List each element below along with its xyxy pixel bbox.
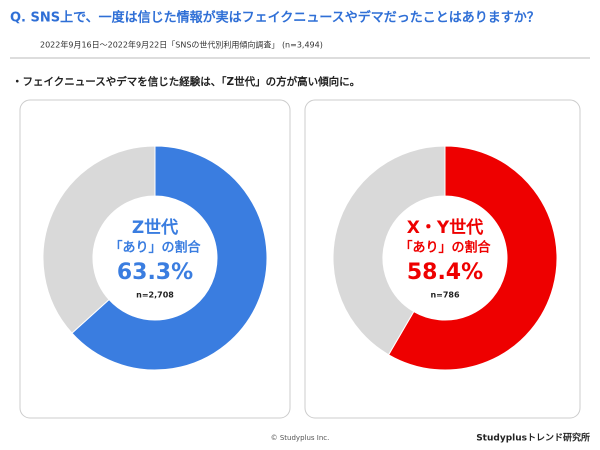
donut-segment — [71, 145, 268, 371]
donut-segment — [332, 145, 446, 356]
n-label: n=2,708 — [136, 291, 174, 300]
copyright: © Studyplus Inc. — [271, 434, 330, 442]
donut-segment — [42, 145, 156, 334]
value-label: 58.4% — [407, 260, 483, 285]
brand: Studyplusトレンド研究所 — [476, 432, 590, 444]
title: Q. SNS上で、一度は信じた情報が実はフェイクニュースやデマだったことはありま… — [10, 10, 540, 26]
note: ・フェイクニュースやデマを信じた経験は、「Z世代」の方が高い傾向に。 — [12, 75, 360, 88]
center-title: Z世代 — [132, 217, 178, 238]
center-subtitle: 「あり」の割合 — [109, 240, 201, 256]
center-title: X・Y世代 — [407, 217, 483, 238]
center-subtitle: 「あり」の割合 — [399, 240, 491, 256]
donut-segment — [387, 145, 558, 371]
n-label: n=786 — [430, 291, 460, 300]
value-label: 63.3% — [117, 260, 193, 285]
subtitle: 2022年9月16日～2022年9月22日「SNSの世代別利用傾向調査」 (n=… — [40, 40, 323, 50]
